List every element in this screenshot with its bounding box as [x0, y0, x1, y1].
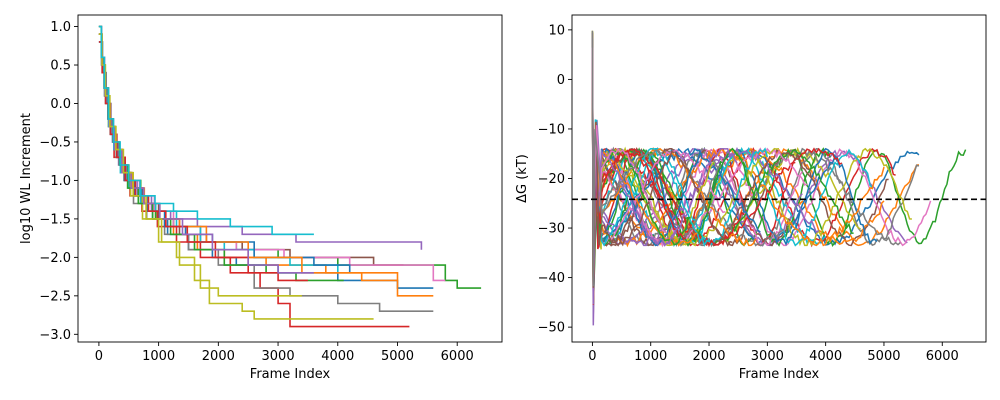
- trajectory-line-47: [591, 47, 668, 234]
- trajectory-line-31: [591, 39, 761, 293]
- x-tick-label: 2000: [692, 349, 725, 364]
- series-line-16: [98, 33, 302, 297]
- trajectory-line-25: [591, 43, 820, 326]
- trajectory-line-48: [591, 30, 663, 287]
- y-tick-label: 1.0: [50, 20, 71, 35]
- series-line-17: [98, 25, 314, 236]
- trajectory-line-29: [591, 41, 780, 294]
- y-tick-label: −1.5: [39, 212, 71, 227]
- trajectory-line-46: [591, 32, 675, 288]
- trajectory-line-33: [591, 31, 750, 304]
- trajectory-line-18: [591, 52, 901, 260]
- y-tick-label: −3.0: [39, 328, 71, 343]
- x-tick-label: 3000: [751, 349, 784, 364]
- y-tick-label: −20: [538, 172, 565, 187]
- series-group: [98, 25, 482, 328]
- y-tick-label: 0: [557, 73, 565, 88]
- y-axis-label: log10 WL Increment: [19, 113, 34, 244]
- delta-g-chart: 0 1000 2000 3000 4000 5000 6000 10 0 −10 −20 −30 −40…: [515, 14, 987, 382]
- x-tick-label: 4000: [809, 349, 842, 364]
- y-tick-label: 0.5: [50, 59, 71, 74]
- x-axis-label: Frame Index: [250, 367, 331, 382]
- y-tick-label: −0.5: [39, 135, 71, 150]
- x-tick-label: 2000: [202, 349, 235, 364]
- x-tick-label: 6000: [441, 349, 474, 364]
- x-tick-label: 4000: [321, 349, 354, 364]
- trajectory-line-38: [591, 54, 721, 247]
- x-tick-label: 6000: [926, 349, 959, 364]
- x-tick-label: 5000: [381, 349, 414, 364]
- x-tick-label: 0: [588, 349, 596, 364]
- x-tick-label: 3000: [262, 349, 295, 364]
- x-tick-label: 5000: [867, 349, 900, 364]
- plot-frame: [77, 14, 503, 343]
- y-tick-label: −40: [538, 271, 565, 286]
- y-tick-label: −50: [538, 321, 565, 336]
- trajectory-line-34: [591, 40, 745, 248]
- trajectory-line-22: [591, 43, 885, 248]
- y-tick-label: 10: [548, 23, 565, 38]
- x-axis-label: Frame Index: [739, 367, 820, 382]
- y-tick-label: −1.0: [39, 174, 71, 189]
- y-tick-label: −30: [538, 222, 565, 237]
- trajectory-line-37: [591, 53, 726, 288]
- y-tick-label: −2.5: [39, 289, 71, 304]
- trajectory-line-43: [591, 39, 691, 292]
- series-group: [591, 30, 967, 326]
- y-tick-label: 0.0: [50, 97, 71, 112]
- trajectory-line-45: [591, 38, 680, 305]
- x-tick-label: 1000: [634, 349, 667, 364]
- x-tick-label: 1000: [142, 349, 175, 364]
- x-tick-label: 0: [95, 349, 103, 364]
- trajectory-line-44: [591, 57, 687, 306]
- y-tick-label: −10: [538, 122, 565, 137]
- y-tick-label: −2.0: [39, 251, 71, 266]
- wl-increment-chart: 0 1000 2000 3000 4000 5000 6000 1.0 0.5 0.0 −0.5 −1…: [19, 14, 503, 382]
- y-axis-label: ΔG (kT): [515, 154, 530, 203]
- trajectory-line-32: [591, 44, 757, 255]
